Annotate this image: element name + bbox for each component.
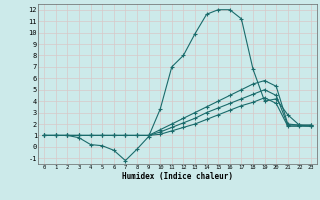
- X-axis label: Humidex (Indice chaleur): Humidex (Indice chaleur): [122, 172, 233, 181]
